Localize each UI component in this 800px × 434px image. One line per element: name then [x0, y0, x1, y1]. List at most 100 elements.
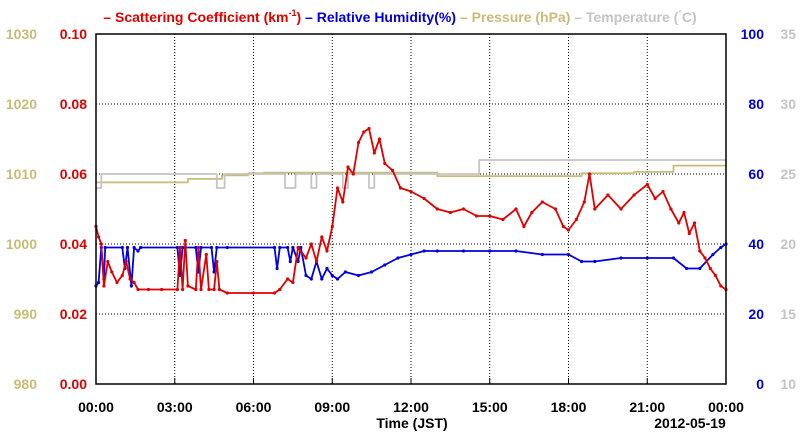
legend-label: Temperature ( [586, 9, 679, 25]
humidity-data-point [370, 270, 374, 274]
scattering-data-point [645, 182, 649, 187]
humidity-data-point [383, 263, 387, 267]
humidity-data-point [325, 266, 329, 271]
legend-dash: – [301, 9, 317, 25]
scattering-data-point [110, 270, 114, 274]
scattering-data-point [540, 200, 544, 204]
scattering-data-point [653, 196, 657, 201]
humidity-data-point [580, 259, 584, 264]
humidity-axis-tick-label: 20 [748, 306, 764, 322]
x-tick-label: 00:00 [708, 399, 744, 415]
scattering-data-point [309, 242, 313, 246]
scattering-data-point [106, 259, 110, 264]
humidity-axis-tick-label: 0 [756, 376, 764, 392]
scattering-data-point [488, 214, 492, 218]
scattering-data-point [183, 238, 187, 243]
humidity-data-point [97, 280, 101, 285]
scattering-data-point [136, 287, 140, 292]
scattering-data-point [377, 137, 382, 141]
scattering-data-point [677, 221, 681, 225]
legend-dash: – [570, 9, 586, 25]
humidity-data-point [488, 249, 492, 253]
chart-tick-labels: 00:00 03:00 06:00 09:00 12:00 15:00 18:00 21:00… [6, 26, 796, 415]
scattering-axis-tick-label: 0.06 [60, 166, 87, 182]
scattering-data-point [391, 168, 395, 173]
scattering-axis-tick-label: 0.04 [60, 236, 87, 252]
humidity-data-point [461, 249, 466, 253]
scattering-data-point [330, 224, 334, 229]
humidity-data-point [540, 252, 544, 257]
scattering-data-point [278, 287, 282, 292]
scattering-data-point [124, 259, 128, 264]
humidity-data-point [593, 259, 597, 264]
legend-label: Pressure (hPa) [472, 9, 571, 25]
legend-label: Relative Humidity(%) [317, 9, 456, 25]
scattering-data-point [593, 207, 597, 211]
x-tick-label: 15:00 [472, 399, 508, 415]
scattering-data-point [97, 235, 101, 239]
humidity-axis-tick-label: 80 [748, 96, 764, 112]
pressure-axis-tick-label: 980 [14, 376, 38, 392]
humidity-data-point [291, 245, 295, 250]
temperature-axis-tick-label: 20 [780, 236, 796, 252]
scattering-data-point [367, 126, 371, 131]
legend-superscript: ° [678, 8, 682, 18]
humidity-data-point [125, 245, 130, 250]
scattering-data-point [501, 217, 505, 222]
scattering-data-point [272, 291, 277, 295]
legend-dash: – [103, 9, 115, 25]
scattering-data-point [175, 287, 179, 292]
scattering-data-point [619, 207, 623, 211]
humidity-data-point [288, 259, 292, 264]
scattering-data-point [132, 280, 136, 285]
scattering-data-point [296, 245, 300, 250]
humidity-data-point [409, 252, 413, 257]
scattering-data-point [207, 287, 211, 292]
scattering-data-point [160, 287, 164, 292]
scattering-data-point [304, 256, 308, 260]
scattering-data-point [383, 161, 387, 166]
scattering-data-point [606, 193, 610, 197]
x-tick-label: 06:00 [236, 399, 272, 415]
scattering-data-point [587, 172, 592, 176]
temperature-axis-tick-label: 30 [780, 96, 796, 112]
humidity-data-point [132, 245, 136, 250]
x-tick-label: 03:00 [157, 399, 193, 415]
scattering-data-point [346, 165, 350, 169]
humidity-data-point [698, 266, 702, 271]
chart-grid [96, 34, 726, 384]
humidity-data-point [566, 252, 571, 257]
humidity-data-point [209, 245, 214, 250]
scattering-data-point [561, 224, 565, 229]
scattering-data-point [475, 214, 479, 218]
temperature-axis-tick-label: 15 [780, 306, 796, 322]
humidity-data-point [309, 277, 313, 281]
scattering-data-point [713, 273, 718, 278]
pressure-axis-tick-label: 1010 [6, 166, 37, 182]
legend-dash: – [456, 9, 472, 25]
legend-superscript: -1 [288, 8, 296, 18]
scattering-data-point [178, 245, 182, 250]
humidity-data-point [356, 273, 361, 278]
scattering-data-point [351, 172, 355, 176]
scattering-data-point [682, 210, 686, 215]
scattering-data-point [196, 245, 200, 250]
scattering-data-point [448, 210, 452, 215]
humidity-axis-tick-label: 40 [748, 236, 764, 252]
humidity-data-point [396, 256, 400, 260]
scattering-data-point [225, 291, 229, 295]
legend-label: Scattering Coefficient (km [115, 9, 288, 25]
humidity-data-point [422, 249, 426, 253]
scattering-data-point [314, 259, 319, 264]
humidity-data-point [299, 245, 303, 250]
scattering-data-point [325, 249, 329, 253]
scattering-data-point [661, 189, 665, 194]
scattering-data-point [522, 224, 526, 229]
humidity-data-point [120, 245, 124, 250]
scattering-data-point [186, 284, 190, 288]
humidity-data-point [619, 256, 623, 260]
humidity-data-point [320, 277, 324, 281]
legend-suffix: C) [682, 9, 697, 25]
humidity-data-point [335, 277, 340, 281]
temperature-axis-tick-label: 35 [780, 26, 796, 42]
